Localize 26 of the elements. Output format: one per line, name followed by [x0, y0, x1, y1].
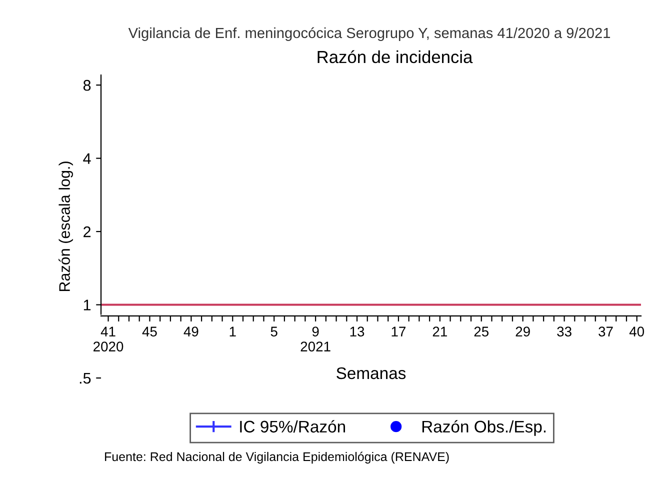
- chart-subtitle: Razón de incidencia: [318, 50, 473, 64]
- x-tick-label: 5: [270, 326, 278, 337]
- y-tick-label: 4: [83, 153, 91, 164]
- y-tick-label: 8: [83, 80, 91, 91]
- chart-title: Vigilancia de Enf. meningocócica Serogrupo Y, semanas 41/2020 a 9/2021: [128, 27, 610, 42]
- y-tick-label: .5: [80, 373, 91, 384]
- x-axis-title: Semanas: [336, 367, 406, 380]
- x-tick-label: 41 2020: [94, 326, 124, 352]
- x-tick-label: 37: [598, 326, 613, 337]
- x-tick-label: 49: [184, 326, 198, 337]
- x-tick-label: 45: [142, 326, 157, 337]
- legend-label: IC 95%/Razón: [240, 420, 345, 433]
- x-tick-label: 1: [230, 326, 236, 336]
- x-tick-label: 33: [557, 326, 572, 337]
- x-tick-label: 29: [516, 326, 530, 337]
- x-tick-label: 9 2021: [300, 326, 330, 352]
- legend-label: Razón Obs./Esp.: [422, 420, 546, 436]
- y-tick-label: 2: [84, 226, 91, 238]
- x-tick-label: 17: [392, 326, 406, 336]
- y-axis-title: Razón (escala log.): [58, 162, 73, 292]
- x-tick-label: 13: [350, 326, 364, 337]
- x-tick-label: 21: [432, 326, 447, 336]
- x-tick-label: 40: [629, 326, 644, 337]
- y-tick-label: 1: [84, 300, 91, 310]
- x-tick-label: 25: [474, 326, 489, 337]
- source-note: Fuente: Red Nacional de Vigilancia Epidemiológica (RENAVE): [105, 452, 449, 464]
